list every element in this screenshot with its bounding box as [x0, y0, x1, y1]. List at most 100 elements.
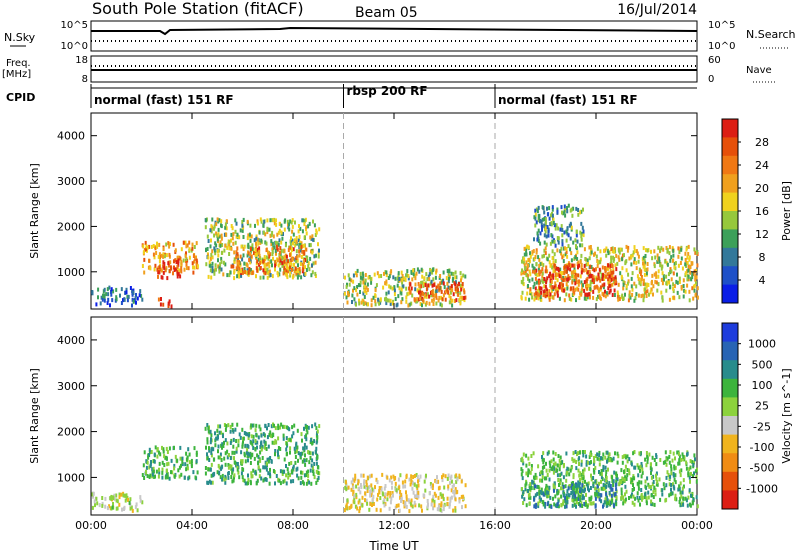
scatter-cell — [682, 454, 685, 459]
scatter-cell — [241, 228, 244, 233]
scatter-cell — [250, 471, 253, 476]
scatter-cell — [581, 504, 584, 508]
scatter-cell — [561, 239, 564, 244]
scatter-cell — [546, 276, 549, 281]
scatter-cell — [577, 287, 580, 292]
scatter-cell — [409, 282, 412, 287]
scatter-cell — [209, 256, 212, 261]
scatter-cell — [669, 450, 672, 455]
scatter-cell — [605, 470, 608, 474]
scatter-cell — [575, 280, 578, 285]
scatter-cell — [390, 269, 393, 274]
scatter-cell — [258, 474, 261, 479]
scatter-cell — [600, 475, 603, 479]
scatter-cell — [181, 460, 184, 464]
scatter-cell — [146, 474, 149, 478]
scatter-cell — [539, 478, 541, 483]
scatter-cell — [348, 277, 351, 282]
scatter-cell — [536, 273, 539, 277]
scatter-cell — [640, 474, 643, 479]
scatter-cell — [130, 505, 133, 510]
scatter-cell — [605, 246, 608, 251]
scatter-cell — [397, 294, 400, 299]
scatter-cell — [595, 487, 598, 492]
scatter-cell — [234, 427, 237, 432]
scatter-cell — [259, 468, 262, 473]
scatter-cell — [132, 299, 135, 304]
scatter-cell — [416, 297, 419, 302]
scatter-cell — [148, 450, 151, 455]
scatter-cell — [560, 205, 563, 210]
scatter-cell — [563, 204, 566, 209]
scatter-cell — [577, 496, 580, 501]
scatter-cell — [420, 504, 423, 509]
scatter-cell — [679, 490, 682, 495]
scatter-cell — [568, 484, 571, 489]
scatter-cell — [607, 501, 610, 506]
scatter-cell — [688, 255, 691, 260]
scatter-cell — [362, 473, 365, 478]
scatter-cell — [554, 494, 557, 499]
scatter-cell — [258, 249, 261, 254]
scatter-cell — [616, 460, 619, 465]
scatter-cell — [614, 483, 617, 487]
scatter-cell — [462, 273, 465, 278]
scatter-cell — [271, 263, 273, 268]
scatter-cell — [633, 281, 636, 286]
scatter-cell — [369, 502, 372, 506]
scatter-cell — [305, 458, 308, 463]
scatter-cell — [180, 269, 183, 274]
scatter-cell — [259, 266, 262, 270]
scatter-cell — [164, 455, 167, 460]
scatter-cell — [682, 496, 685, 501]
scatter-cell — [656, 259, 659, 264]
scatter-cell — [217, 219, 220, 224]
scatter-cell — [186, 466, 189, 471]
scatter-cell — [595, 492, 598, 497]
scatter-cell — [206, 247, 209, 251]
scatter-cell — [210, 453, 213, 458]
scatter-cell — [523, 252, 526, 257]
scatter-cell — [545, 483, 548, 488]
scatter-cell — [231, 479, 234, 484]
scatter-cell — [105, 292, 108, 297]
scatter-cell — [287, 437, 290, 442]
scatter-cell — [589, 287, 592, 292]
scatter-cell — [538, 257, 541, 262]
scatter-cell — [248, 232, 251, 237]
scatter-cell — [694, 273, 697, 278]
scatter-cell — [592, 461, 595, 466]
scatter-cell — [562, 501, 565, 506]
scatter-cell — [670, 483, 673, 487]
scatter-cell — [289, 273, 292, 278]
scatter-cell — [230, 264, 233, 269]
scatter-cell — [258, 253, 261, 258]
scatter-cell — [618, 250, 621, 255]
scatter-cell — [160, 268, 163, 273]
scatter-cell — [650, 475, 653, 480]
scatter-cell — [305, 231, 308, 236]
scatter-cell — [664, 259, 667, 264]
scatter-cell — [452, 483, 455, 488]
scatter-cell — [529, 470, 532, 475]
scatter-cell — [399, 495, 402, 500]
scatter-cell — [623, 477, 626, 482]
scatter-cell — [185, 262, 188, 267]
scatter-cell — [584, 479, 586, 484]
scatter-cell — [674, 261, 677, 266]
scatter-cell — [602, 285, 605, 290]
scatter-cell — [440, 280, 443, 285]
scatter-cell — [622, 286, 625, 291]
scatter-cell — [147, 455, 150, 460]
scatter-cell — [343, 291, 346, 296]
scatter-cell — [356, 292, 359, 297]
scatter-cell — [590, 250, 593, 255]
scatter-cell — [295, 271, 298, 275]
scatter-cell — [414, 273, 417, 278]
scatter-cell — [165, 253, 168, 258]
scatter-cell — [227, 465, 230, 470]
scatter-cell — [236, 252, 239, 257]
scatter-cell — [286, 425, 288, 430]
scatter-cell — [262, 259, 265, 264]
scatter-cell — [578, 279, 580, 284]
